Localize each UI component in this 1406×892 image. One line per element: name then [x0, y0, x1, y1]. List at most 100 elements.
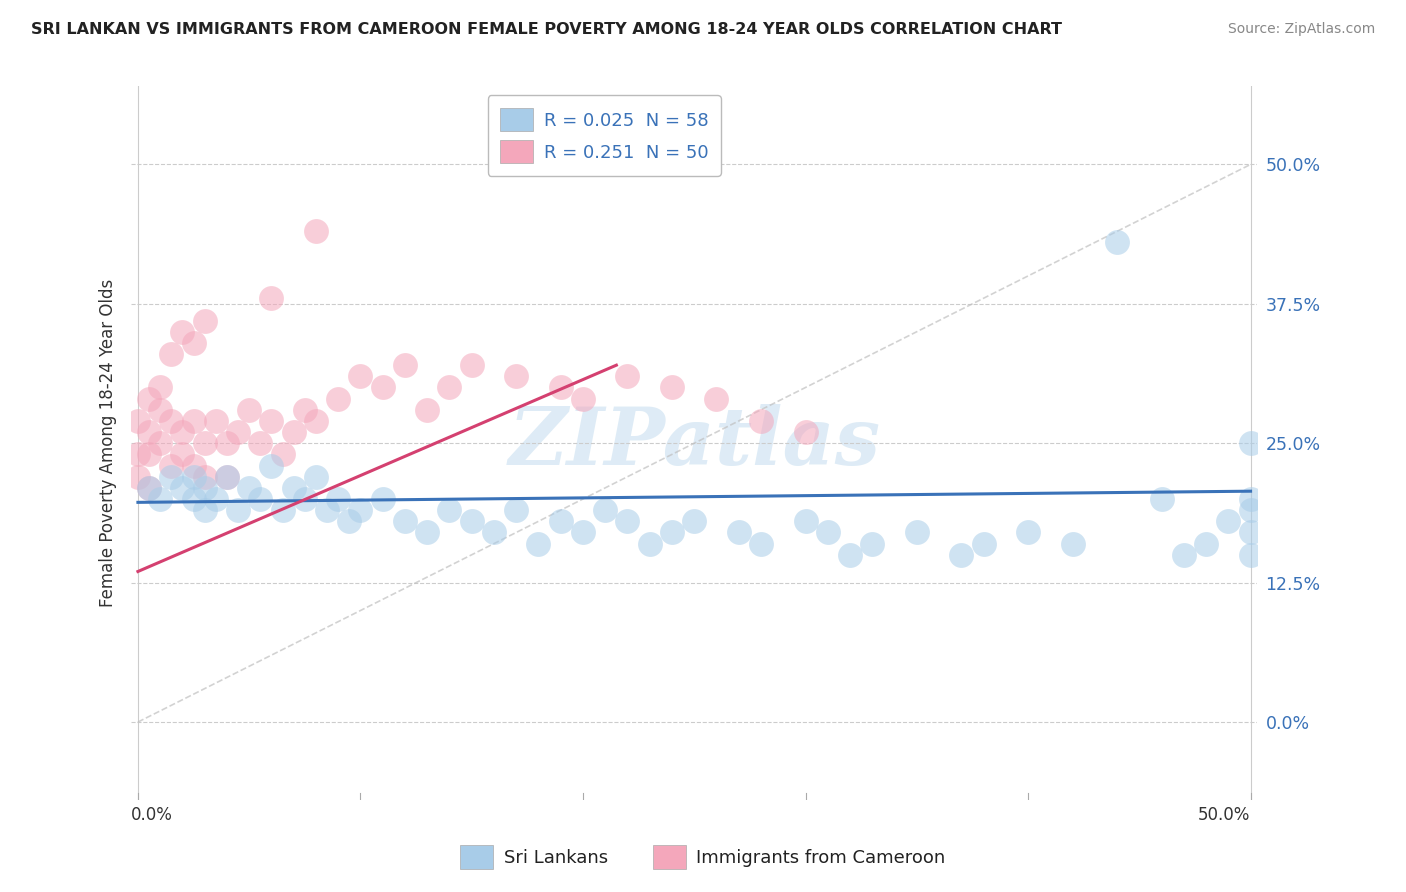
- Point: [973, 536, 995, 550]
- Point: [226, 425, 249, 439]
- Point: [138, 392, 160, 406]
- Point: [194, 469, 217, 483]
- Point: [371, 380, 394, 394]
- Point: [550, 514, 572, 528]
- Point: [349, 369, 371, 384]
- Point: [138, 425, 160, 439]
- Point: [394, 358, 416, 372]
- Point: [839, 548, 862, 562]
- Point: [305, 224, 328, 238]
- Point: [183, 469, 205, 483]
- Point: [194, 313, 217, 327]
- Point: [138, 447, 160, 461]
- Point: [706, 392, 728, 406]
- Point: [1062, 536, 1084, 550]
- Point: [249, 436, 271, 450]
- Point: [439, 503, 461, 517]
- Point: [127, 414, 149, 428]
- Point: [416, 525, 439, 540]
- Point: [283, 481, 305, 495]
- Point: [749, 414, 772, 428]
- Point: [461, 514, 484, 528]
- Point: [172, 447, 194, 461]
- Point: [616, 514, 638, 528]
- Text: 0.0%: 0.0%: [131, 805, 173, 823]
- Point: [950, 548, 973, 562]
- Point: [194, 503, 217, 517]
- Point: [638, 536, 661, 550]
- Point: [138, 481, 160, 495]
- Point: [1195, 536, 1218, 550]
- Point: [138, 481, 160, 495]
- Point: [505, 503, 527, 517]
- Point: [149, 436, 172, 450]
- Point: [661, 525, 683, 540]
- Point: [238, 402, 260, 417]
- Point: [1239, 436, 1261, 450]
- Point: [215, 436, 238, 450]
- Point: [461, 358, 484, 372]
- Point: [127, 447, 149, 461]
- Point: [1239, 525, 1261, 540]
- Point: [328, 491, 350, 506]
- Point: [160, 347, 183, 361]
- Point: [172, 425, 194, 439]
- Point: [416, 402, 439, 417]
- Point: [616, 369, 638, 384]
- Point: [505, 369, 527, 384]
- Point: [1239, 548, 1261, 562]
- Y-axis label: Female Poverty Among 18-24 Year Olds: Female Poverty Among 18-24 Year Olds: [100, 279, 117, 607]
- Point: [149, 402, 172, 417]
- Point: [349, 503, 371, 517]
- Point: [572, 525, 595, 540]
- Point: [593, 503, 616, 517]
- Point: [271, 503, 294, 517]
- Point: [794, 425, 817, 439]
- Point: [1239, 503, 1261, 517]
- Point: [149, 491, 172, 506]
- Point: [305, 414, 328, 428]
- Point: [238, 481, 260, 495]
- Point: [283, 425, 305, 439]
- Point: [226, 503, 249, 517]
- Point: [439, 380, 461, 394]
- Point: [260, 291, 283, 305]
- Point: [550, 380, 572, 394]
- Point: [215, 469, 238, 483]
- Point: [260, 458, 283, 473]
- Point: [294, 402, 316, 417]
- Point: [683, 514, 706, 528]
- Point: [1017, 525, 1039, 540]
- Point: [194, 481, 217, 495]
- Point: [183, 414, 205, 428]
- Point: [661, 380, 683, 394]
- Point: [817, 525, 839, 540]
- Point: [172, 481, 194, 495]
- Point: [271, 447, 294, 461]
- Point: [860, 536, 883, 550]
- Text: ZIPatlas: ZIPatlas: [508, 404, 880, 482]
- Point: [183, 335, 205, 350]
- Point: [337, 514, 360, 528]
- Legend: Sri Lankans, Immigrants from Cameroon: Sri Lankans, Immigrants from Cameroon: [453, 838, 953, 876]
- Point: [249, 491, 271, 506]
- Point: [183, 491, 205, 506]
- Point: [527, 536, 550, 550]
- Point: [482, 525, 505, 540]
- Point: [204, 414, 226, 428]
- Point: [794, 514, 817, 528]
- Point: [160, 414, 183, 428]
- Point: [204, 491, 226, 506]
- Point: [160, 458, 183, 473]
- Point: [1105, 235, 1128, 250]
- Point: [572, 392, 595, 406]
- Legend: R = 0.025  N = 58, R = 0.251  N = 50: R = 0.025 N = 58, R = 0.251 N = 50: [488, 95, 721, 176]
- Point: [394, 514, 416, 528]
- Point: [172, 325, 194, 339]
- Point: [215, 469, 238, 483]
- Point: [305, 469, 328, 483]
- Text: SRI LANKAN VS IMMIGRANTS FROM CAMEROON FEMALE POVERTY AMONG 18-24 YEAR OLDS CORR: SRI LANKAN VS IMMIGRANTS FROM CAMEROON F…: [31, 22, 1062, 37]
- Point: [294, 491, 316, 506]
- Point: [183, 458, 205, 473]
- Point: [160, 469, 183, 483]
